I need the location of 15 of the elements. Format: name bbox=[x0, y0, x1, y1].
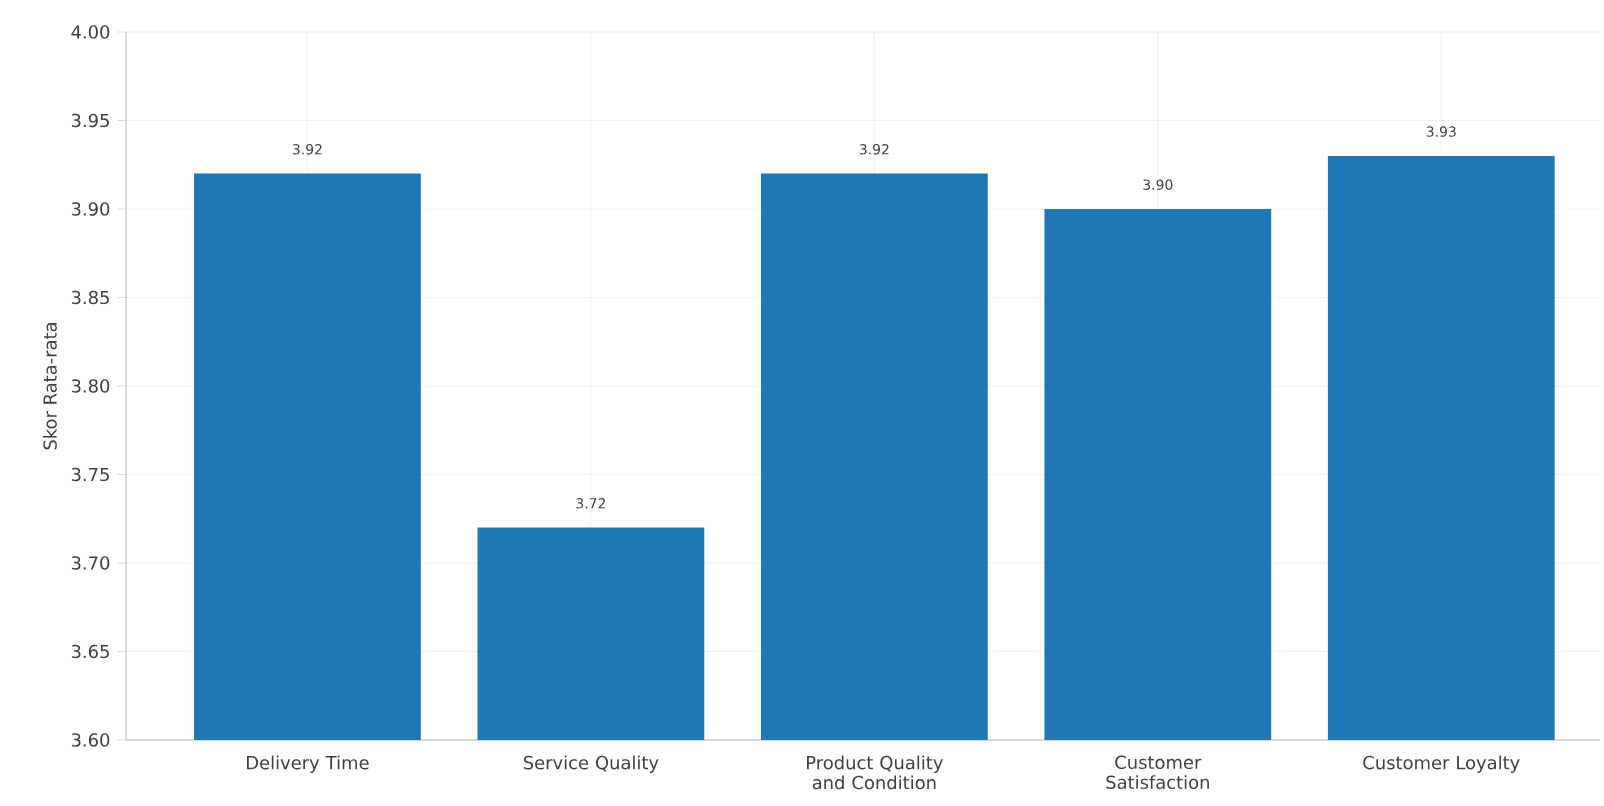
x-tick-label: Customer Loyalty bbox=[1363, 755, 1520, 773]
x-tick-label: Product Quality and Condition bbox=[807, 755, 943, 790]
text: 3.80 bbox=[71, 379, 110, 393]
x-tick-label: Customer Satisfaction bbox=[1106, 755, 1209, 790]
text: 3.90 bbox=[71, 202, 110, 216]
text: 4.00 bbox=[71, 25, 110, 39]
x-tick-label: Service Quality bbox=[523, 755, 659, 773]
x-tick-label: Delivery Time bbox=[247, 755, 369, 773]
text: 3.75 bbox=[71, 467, 109, 482]
text: 3.70 bbox=[71, 556, 110, 570]
text: 3.65 bbox=[71, 644, 109, 659]
y-axis-title: Skor Rata-rata bbox=[42, 323, 57, 450]
text: 3.60 bbox=[71, 733, 110, 747]
text: 3.85 bbox=[71, 290, 109, 305]
text: 3.95 bbox=[71, 113, 109, 128]
